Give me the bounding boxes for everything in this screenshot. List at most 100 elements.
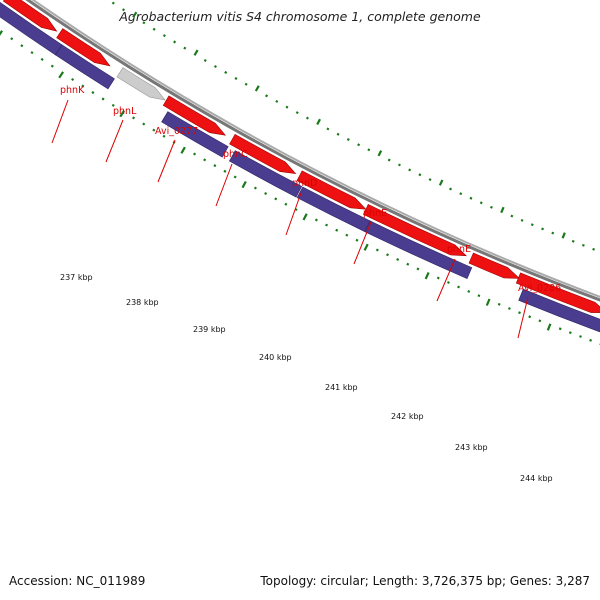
scale-minor-tick — [183, 46, 187, 50]
scale-minor-tick — [265, 94, 269, 98]
cds-arrow[interactable] — [362, 203, 467, 257]
scale-minor-tick — [408, 168, 412, 172]
map-title: Agrobacterium vitis S4 chromosome 1, com… — [119, 9, 481, 24]
minor-tick — [253, 186, 257, 190]
scale-minor-tick — [336, 132, 340, 136]
scale-label: 242 kbp — [391, 412, 424, 421]
scale-minor-tick — [305, 116, 309, 120]
minor-tick — [132, 116, 136, 120]
gene-leader-line — [215, 163, 233, 207]
scale-label: 241 kbp — [325, 383, 358, 392]
minor-tick — [335, 228, 339, 232]
major-tick — [58, 71, 65, 79]
scale-minor-tick — [244, 82, 248, 86]
minor-tick — [325, 223, 329, 227]
scale-minor-tick — [571, 239, 575, 243]
scale-minor-tick — [234, 76, 238, 80]
gene-leader-line — [517, 296, 529, 339]
gene-block[interactable] — [161, 111, 229, 158]
scale-minor-tick — [121, 8, 126, 12]
minor-tick — [203, 158, 207, 162]
gene-label[interactable]: phnE — [363, 208, 387, 219]
major-tick — [119, 110, 125, 118]
minor-tick — [20, 44, 24, 48]
scale-minor-tick — [541, 227, 545, 231]
scale-minor-tick — [142, 21, 146, 25]
topology-label: Topology: circular; Length: 3,726,375 bp… — [260, 574, 590, 588]
scale-major-tick — [316, 118, 321, 126]
minor-tick — [233, 175, 237, 179]
cds-arrow[interactable] — [162, 95, 227, 136]
major-tick — [424, 272, 430, 280]
cds-arrow[interactable] — [56, 28, 111, 67]
scale-minor-tick — [326, 127, 330, 131]
scale-minor-tick — [367, 148, 371, 152]
scale-minor-tick — [387, 158, 391, 162]
minor-tick — [355, 238, 359, 242]
minor-tick — [142, 122, 146, 126]
cds-arrow[interactable] — [515, 272, 600, 313]
minor-tick — [111, 103, 115, 107]
minor-tick — [284, 202, 288, 206]
minor-tick — [375, 248, 379, 252]
scale-minor-tick — [111, 1, 115, 5]
cds-arrow[interactable] — [2, 0, 58, 32]
gene-label[interactable]: phnD — [292, 178, 317, 189]
scale-minor-tick — [428, 178, 432, 182]
scale-label: 240 kbp — [259, 353, 292, 362]
minor-tick — [81, 84, 85, 88]
minor-tick — [406, 262, 410, 266]
gene-label[interactable]: phnE — [447, 244, 471, 255]
minor-tick — [558, 327, 562, 331]
minor-tick — [528, 315, 532, 319]
minor-tick — [446, 281, 450, 284]
cds-arrow[interactable] — [229, 133, 297, 174]
gene-label[interactable]: phnL — [113, 106, 137, 117]
minor-tick — [91, 91, 95, 95]
gene-label[interactable]: phnC — [223, 149, 248, 160]
scale-label: 243 kbp — [455, 443, 488, 452]
gene-label[interactable]: Avi_0277 — [155, 126, 198, 137]
major-tick — [485, 298, 491, 306]
gene-block[interactable] — [228, 150, 303, 198]
major-tick — [546, 323, 552, 331]
scale-minor-tick — [489, 205, 493, 209]
scale-label: 244 kbp — [520, 474, 553, 483]
gene-leader-line — [105, 119, 124, 163]
minor-tick — [50, 64, 54, 68]
gene-block[interactable] — [54, 44, 115, 90]
minor-tick — [589, 338, 593, 342]
gene-leader-line — [51, 99, 69, 144]
minor-tick — [386, 253, 389, 257]
minor-tick — [538, 319, 542, 323]
minor-tick — [507, 307, 511, 310]
gene-leader-line — [353, 221, 372, 265]
major-tick — [180, 146, 186, 154]
minor-tick — [518, 311, 521, 315]
major-tick — [241, 180, 247, 189]
minor-tick — [314, 218, 318, 222]
scale-minor-tick — [346, 138, 350, 141]
minor-tick — [152, 128, 156, 132]
gene-label[interactable]: phnK — [60, 85, 85, 96]
scale-minor-tick — [418, 173, 422, 177]
pseudo-feature-arrow[interactable] — [116, 67, 166, 101]
scale-minor-tick — [581, 243, 585, 247]
gene-block[interactable] — [364, 220, 473, 279]
scale-minor-tick — [152, 27, 156, 31]
gene-leader-line — [436, 258, 456, 302]
scale-minor-tick — [224, 70, 228, 74]
scale-minor-tick — [162, 34, 166, 38]
cds-arrow[interactable] — [296, 170, 367, 210]
scale-minor-tick — [173, 40, 177, 44]
scale-minor-tick — [398, 163, 401, 167]
accession-label: Accession: NC_011989 — [9, 574, 146, 588]
minor-tick — [264, 192, 268, 195]
gene-label[interactable]: Avi_0286 — [518, 283, 561, 294]
cds-arrow[interactable] — [468, 252, 521, 279]
minor-tick — [40, 57, 44, 61]
scale-label: 237 kbp — [60, 273, 93, 282]
major-tick — [0, 30, 4, 36]
minor-tick — [10, 37, 14, 41]
